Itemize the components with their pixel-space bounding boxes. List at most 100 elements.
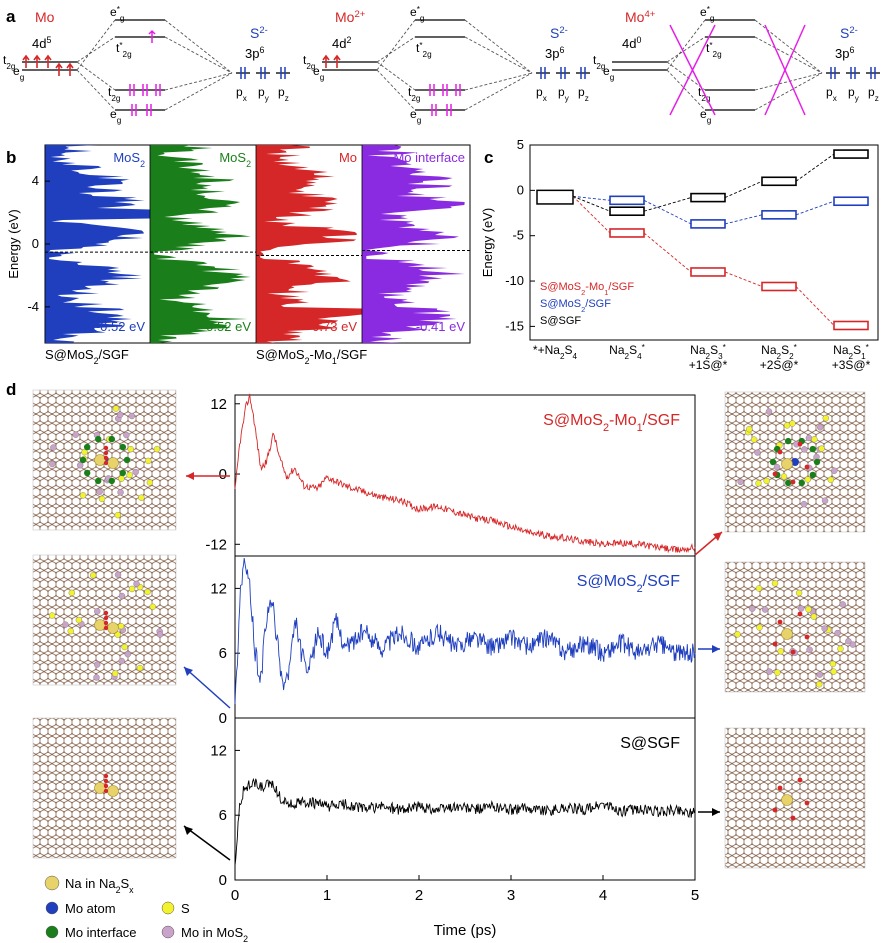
correlation-line xyxy=(376,36,416,63)
label-part: -0.52 eV xyxy=(96,319,145,334)
label-part: g xyxy=(610,73,615,82)
label-part: 2 xyxy=(140,159,145,169)
px-label: px xyxy=(826,85,837,103)
correlation-line xyxy=(754,72,823,111)
legend-entry: S@SGF xyxy=(540,315,581,327)
label-part: 2 xyxy=(789,352,794,361)
label-part: e xyxy=(110,107,117,121)
energy-level-box xyxy=(609,206,645,217)
label-part: S@MoS xyxy=(577,573,637,590)
na-atom xyxy=(781,458,793,470)
atom xyxy=(118,592,126,600)
label-part: 2 xyxy=(305,356,310,366)
s-atom xyxy=(797,777,803,783)
panel-label-b: b xyxy=(6,148,16,167)
t2g-bonding-label: t2g xyxy=(408,85,421,103)
atom xyxy=(121,643,128,651)
metal-config-label: 4d2 xyxy=(332,35,351,51)
s-atom xyxy=(790,479,796,485)
label-part: Mo xyxy=(339,150,357,165)
label-part: 2 xyxy=(581,305,585,314)
connector-line xyxy=(795,200,835,216)
label-part: S xyxy=(565,343,573,357)
electron-pair xyxy=(455,84,461,96)
na-atom xyxy=(94,782,106,794)
atom xyxy=(761,606,769,613)
atom xyxy=(837,645,844,653)
ligand-config-label: 3p6 xyxy=(245,45,264,61)
atom xyxy=(830,668,837,675)
energy-level-box xyxy=(761,281,797,292)
electron-arrow xyxy=(333,54,341,68)
correlation-line xyxy=(464,36,533,74)
arrow-head xyxy=(184,667,193,676)
t2g-label: t2g xyxy=(303,53,316,71)
label-part: y xyxy=(855,94,860,103)
energy-level-box xyxy=(690,192,726,203)
y-tick-label: 12 xyxy=(210,742,227,759)
label-part: Na xyxy=(690,343,706,357)
fermi-value-label: -0.73 eV xyxy=(308,319,357,334)
s-atom xyxy=(804,634,810,640)
s-atom xyxy=(804,464,810,470)
atom xyxy=(128,585,136,593)
label-part: 2 xyxy=(625,352,630,361)
label-part: *+Na xyxy=(533,343,560,357)
s-atom xyxy=(790,649,796,655)
ligand-config-label: 3p6 xyxy=(835,45,854,61)
bottom-label-2: S@MoS2-Mo1/SGF xyxy=(256,347,367,366)
atom xyxy=(811,436,818,443)
connector-line xyxy=(643,232,692,273)
y-tick-label: 12 xyxy=(210,396,227,413)
metal-ion-label: Mo4+ xyxy=(625,9,656,26)
atom xyxy=(149,603,156,610)
atom xyxy=(804,476,812,483)
s-atom xyxy=(772,807,778,813)
atom xyxy=(81,448,88,456)
electron-pair xyxy=(131,104,137,116)
energy-level-box xyxy=(690,267,726,277)
label-part: 4d xyxy=(332,36,346,51)
label-part: -0.52 eV xyxy=(202,319,251,334)
label-part: Mo interface xyxy=(393,150,465,165)
x-tick-label: 1 xyxy=(323,887,331,904)
atom xyxy=(750,436,758,443)
bottom-label-1: S@MoS2/SGF xyxy=(45,347,129,366)
pz-label: pz xyxy=(278,85,289,103)
s-chain-atom xyxy=(103,620,109,626)
y-tick-label: 12 xyxy=(210,580,227,597)
label-part: S xyxy=(710,343,718,357)
label-part: g xyxy=(117,116,122,125)
energy-level-box xyxy=(690,219,726,229)
s-atom xyxy=(777,619,783,625)
label-part: 5 xyxy=(46,35,51,45)
label-part: 2 xyxy=(560,352,565,361)
s-chain-atom xyxy=(103,455,109,461)
connector-line xyxy=(643,197,692,212)
arrow-left xyxy=(183,825,231,861)
energy-level-box xyxy=(833,196,869,207)
label-part: 3 xyxy=(718,352,723,361)
label-part: Na xyxy=(761,343,777,357)
atom xyxy=(801,446,808,453)
metal-ion-label: Mo xyxy=(35,9,55,25)
s-chain-atom xyxy=(103,445,109,451)
na-atom xyxy=(107,622,119,634)
legend-swatch xyxy=(44,875,60,891)
cross-out-line xyxy=(764,24,806,116)
electron-pair xyxy=(442,84,448,96)
label-part: 2g xyxy=(306,62,316,71)
category-label-line2: +3S@* xyxy=(832,358,871,372)
atom xyxy=(806,646,813,653)
label-part: 2g xyxy=(111,94,121,103)
label-part: 2 xyxy=(849,352,854,361)
snapshot-left xyxy=(32,717,177,859)
y-tick-label: 0 xyxy=(219,466,227,483)
atom xyxy=(138,494,145,501)
energy-level-box xyxy=(833,320,869,331)
t2g-bonding-label: t2g xyxy=(108,85,121,103)
label-part: g xyxy=(707,116,712,125)
legend-entry: S@MoS2-Mo1/SGF xyxy=(540,281,634,297)
